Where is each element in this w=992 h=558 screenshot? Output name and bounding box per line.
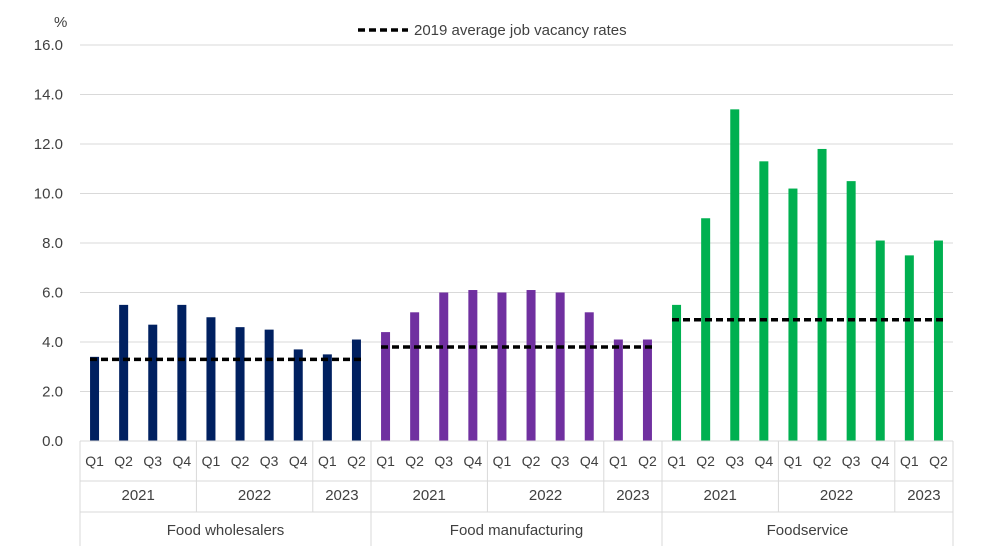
bar <box>584 312 594 441</box>
quarter-label: Q1 <box>784 453 803 469</box>
quarter-label: Q2 <box>405 453 424 469</box>
gridlines <box>80 44 953 392</box>
quarter-label: Q1 <box>85 453 104 469</box>
year-label: 2021 <box>413 487 446 504</box>
bar <box>642 339 652 441</box>
y-tick-label: 0.0 <box>42 433 63 450</box>
year-label: 2022 <box>238 487 271 504</box>
quarter-label: Q4 <box>173 453 192 469</box>
quarter-label: Q1 <box>667 453 686 469</box>
bar <box>177 304 187 441</box>
year-label: 2023 <box>616 487 649 504</box>
bar <box>555 292 565 441</box>
bar <box>235 327 245 441</box>
quarter-label: Q3 <box>434 453 453 469</box>
quarter-label: Q3 <box>725 453 744 469</box>
quarter-label: Q2 <box>347 453 366 469</box>
bar <box>701 218 711 441</box>
bar <box>148 324 158 441</box>
bar <box>904 255 914 441</box>
quarter-label: Q4 <box>289 453 308 469</box>
y-tick-label: 6.0 <box>42 285 63 302</box>
bar <box>846 181 856 441</box>
bar <box>410 312 420 441</box>
bar <box>439 292 449 441</box>
group-label: Food manufacturing <box>450 522 583 539</box>
bar <box>322 354 332 441</box>
y-tick-label: 2.0 <box>42 384 63 401</box>
bar <box>468 290 478 441</box>
y-tick-label: 14.0 <box>34 87 63 104</box>
y-tick-label: 12.0 <box>34 136 63 153</box>
y-tick-label: 16.0 <box>34 37 63 54</box>
quarter-label: Q2 <box>638 453 657 469</box>
bar <box>264 329 274 441</box>
quarter-label: Q2 <box>813 453 832 469</box>
quarter-label: Q4 <box>755 453 774 469</box>
quarter-label: Q3 <box>842 453 861 469</box>
year-label: 2023 <box>325 487 358 504</box>
quarter-label: Q1 <box>493 453 512 469</box>
quarter-label: Q2 <box>696 453 715 469</box>
quarter-label: Q1 <box>202 453 221 469</box>
group-label: Foodservice <box>767 522 849 539</box>
quarter-label: Q3 <box>260 453 279 469</box>
bar <box>672 304 682 441</box>
quarter-label: Q2 <box>114 453 133 469</box>
bar <box>730 109 740 441</box>
bar <box>613 339 623 441</box>
bar <box>381 332 391 441</box>
quarter-label: Q4 <box>464 453 483 469</box>
bar <box>759 161 769 441</box>
bar <box>90 356 100 441</box>
bar <box>933 240 943 441</box>
x-axis: Q1 Q2 Q3 Q4 2021 Q1 Q2 Q3 Q4 2022 Q1 Q2 2023 Food who… <box>79 440 954 546</box>
quarter-label: Q2 <box>231 453 250 469</box>
bar <box>206 317 216 441</box>
bar <box>497 292 507 441</box>
year-label: 2023 <box>907 487 940 504</box>
bar <box>788 188 798 441</box>
y-axis-unit-label: % <box>54 14 67 31</box>
quarter-label: Q4 <box>580 453 599 469</box>
quarter-label: Q1 <box>609 453 628 469</box>
quarter-label: Q1 <box>900 453 919 469</box>
bar <box>817 148 827 441</box>
quarter-label: Q2 <box>929 453 948 469</box>
y-tick-label: 10.0 <box>34 186 63 203</box>
year-label: 2021 <box>704 487 737 504</box>
year-label: 2022 <box>820 487 853 504</box>
legend: 2019 average job vacancy rates <box>358 22 627 39</box>
bar <box>526 290 536 441</box>
bar <box>875 240 885 441</box>
quarter-label: Q2 <box>522 453 541 469</box>
year-label: 2021 <box>122 487 155 504</box>
legend-label: 2019 average job vacancy rates <box>414 22 627 39</box>
y-axis: % 0.0 2.0 4.0 6.0 8.0 10.0 12.0 14.0 16.0 <box>34 14 68 450</box>
bar <box>293 349 303 441</box>
quarter-label: Q4 <box>871 453 890 469</box>
average-lines <box>90 317 943 362</box>
year-label: 2022 <box>529 487 562 504</box>
quarter-label: Q1 <box>318 453 337 469</box>
y-tick-label: 4.0 <box>42 334 63 351</box>
y-tick-label: 8.0 <box>42 235 63 252</box>
bar <box>119 304 129 441</box>
bars <box>90 109 943 441</box>
quarter-label: Q1 <box>376 453 395 469</box>
quarter-label: Q3 <box>551 453 570 469</box>
group-label: Food wholesalers <box>167 522 285 539</box>
bar <box>351 339 361 441</box>
quarter-label: Q3 <box>143 453 162 469</box>
